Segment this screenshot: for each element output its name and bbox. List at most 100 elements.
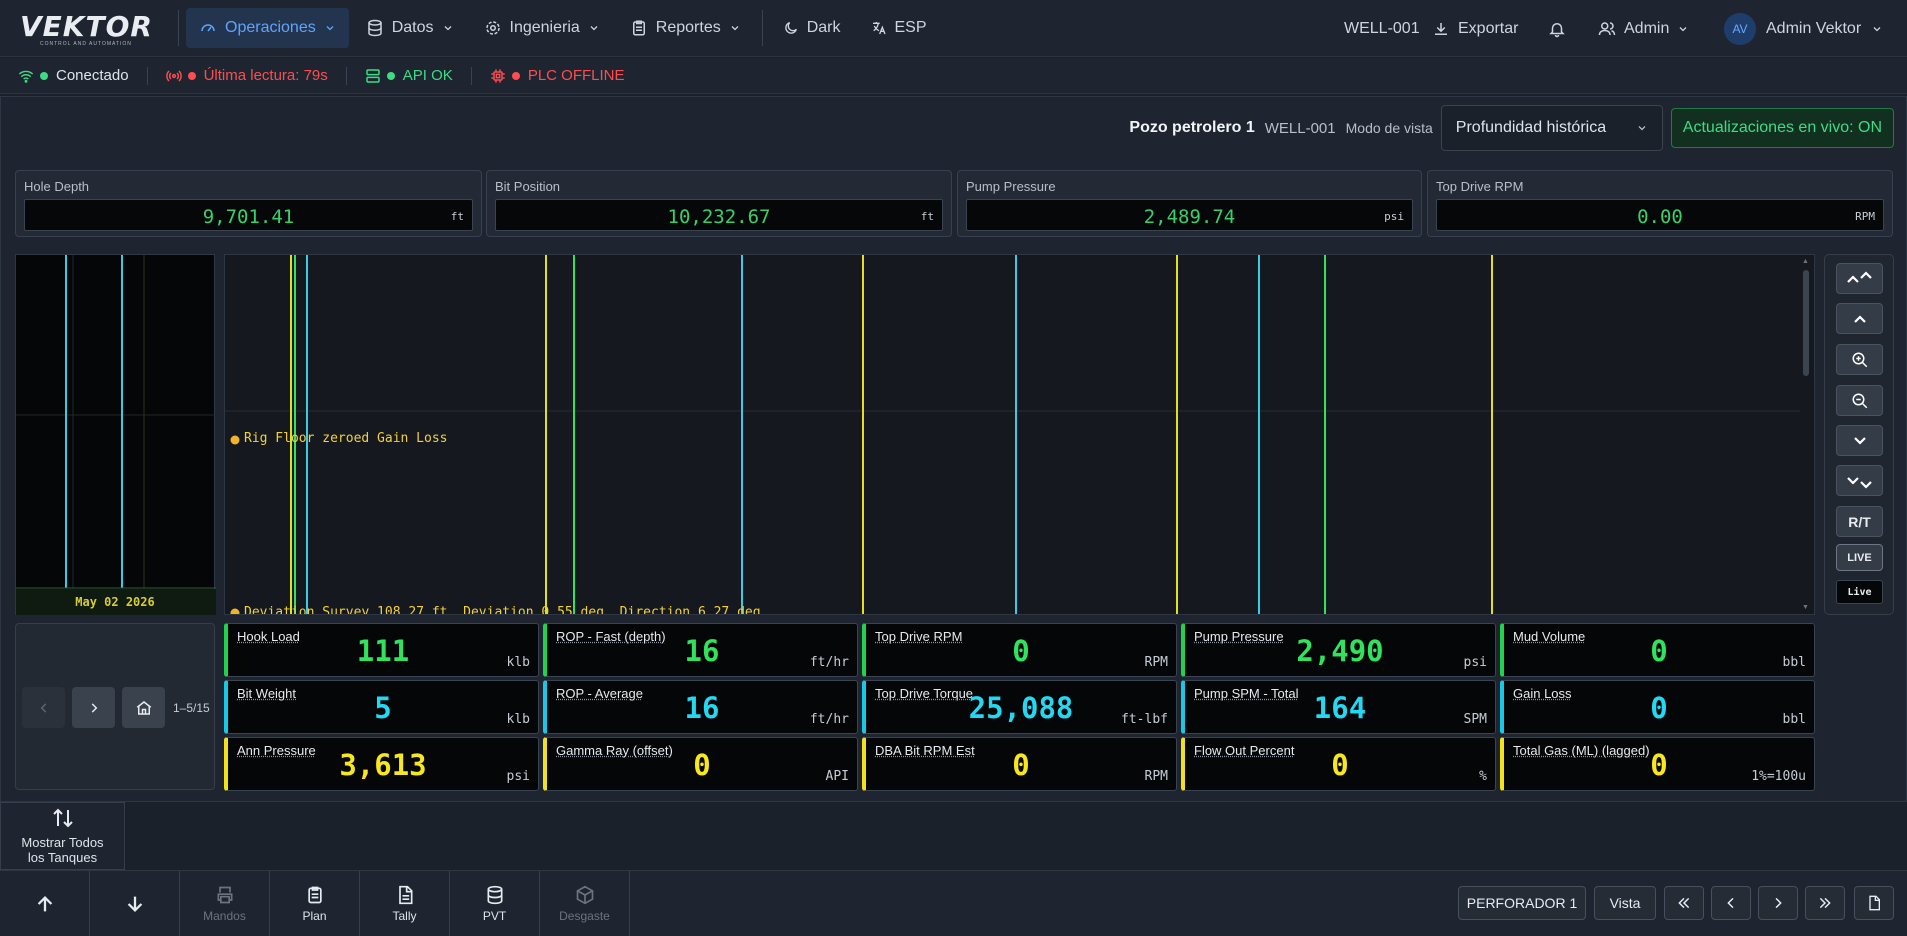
page-button[interactable] [1854, 886, 1894, 920]
nav-operaciones[interactable]: Operaciones [186, 8, 349, 48]
live-button[interactable]: LIVE [1836, 544, 1883, 571]
tab-mandos[interactable]: Mandos [180, 871, 270, 936]
zoom-in-button[interactable] [1836, 344, 1883, 375]
zoom-out-button[interactable] [1836, 385, 1883, 416]
realtime-button[interactable]: R/T [1836, 506, 1883, 537]
notifications-button[interactable] [1548, 0, 1566, 57]
status-dot [188, 72, 196, 80]
tab-desgaste[interactable]: Desgaste [540, 871, 630, 936]
tile-value: 3,613 [228, 748, 538, 782]
data-tile[interactable]: Hook Load 111 klb [224, 623, 539, 677]
show-all-tanks-button[interactable]: Mostrar Todos los Tanques [0, 802, 125, 870]
nav-ingenieria[interactable]: Ingenieria [471, 8, 613, 48]
brand-name: VEKTOR [20, 10, 153, 43]
nav-reportes-label: Reportes [656, 19, 721, 37]
scroll-bottom-button[interactable] [1836, 465, 1883, 496]
user-menu[interactable]: AV Admin Vektor [1724, 0, 1883, 57]
data-tile[interactable]: Bit Weight 5 klb [224, 680, 539, 734]
status-last-read: Última lectura: 79s [148, 67, 347, 85]
view-mode-label: Modo de vista [1346, 120, 1433, 136]
chevron-down-icon [588, 22, 600, 34]
annotation-marker[interactable] [231, 609, 240, 616]
data-tile[interactable]: ROP - Fast (depth) 16 ft/hr [543, 623, 858, 677]
page-indicator: 1–5/15 [173, 701, 210, 715]
driller-button[interactable]: PERFORADOR 1 [1458, 886, 1586, 920]
home-button[interactable] [122, 687, 165, 728]
previous-button[interactable] [1711, 886, 1751, 920]
data-tile[interactable]: Flow Out Percent 0% [1181, 737, 1496, 791]
clipboard-icon [630, 19, 648, 37]
gauge-unit: RPM [1855, 210, 1875, 223]
admin-menu[interactable]: Admin [1598, 0, 1689, 57]
language-toggle[interactable]: ESP [858, 8, 940, 48]
gauge-label: Pump Pressure [966, 179, 1056, 194]
home-icon [135, 699, 153, 717]
nav-datos[interactable]: Datos [353, 8, 467, 48]
view-mode-select[interactable]: Profundidad histórica [1441, 105, 1663, 151]
data-tile[interactable]: Total Gas (ML) (lagged) 0 1%=100u [1500, 737, 1815, 791]
data-tile[interactable]: Mud Volume 0 bbl [1500, 623, 1815, 677]
tab-plan[interactable]: Plan [270, 871, 360, 936]
tab-label: Tally [392, 909, 416, 923]
data-tile[interactable]: Top Drive Torque 25,088 ft-lbf [862, 680, 1177, 734]
data-tile[interactable]: DBA Bit RPM Est 0 RPM [862, 737, 1177, 791]
status-bar: Conectado Última lectura: 79s API OK PLC… [0, 58, 1907, 94]
first-button[interactable] [1664, 886, 1704, 920]
live-updates-toggle[interactable]: Actualizaciones en vivo: ON [1671, 108, 1894, 148]
scroll-top-button[interactable] [1836, 263, 1883, 294]
tile-unit: RPM [1145, 769, 1168, 784]
tab-pvt[interactable]: PVT [450, 871, 540, 936]
tab-tally[interactable]: Tally [360, 871, 450, 936]
translate-icon [871, 20, 887, 36]
tile-unit: psi [1464, 655, 1487, 670]
language-label: ESP [895, 19, 927, 37]
data-tile[interactable]: Ann Pressure 3,613 psi [224, 737, 539, 791]
depth-track-chart[interactable]: Rig Floor zeroed Gain Loss Deviation Sur… [224, 254, 1815, 615]
gauge-unit: psi [1384, 210, 1404, 223]
export-button[interactable]: Exportar [1432, 0, 1518, 57]
last-button[interactable] [1805, 886, 1845, 920]
gauge-display: 2,489.74 psi [966, 199, 1413, 231]
view-button[interactable]: Vista [1594, 886, 1656, 920]
status-plc: PLC OFFLINE [472, 67, 643, 85]
data-tile[interactable]: Gain Loss 0 bbl [1500, 680, 1815, 734]
next-button[interactable] [1758, 886, 1798, 920]
move-up-button[interactable] [0, 871, 90, 936]
status-api-label: API OK [403, 67, 453, 84]
data-tile[interactable]: ROP - Average 16 ft/hr [543, 680, 858, 734]
data-tile[interactable]: Pump Pressure 2,490 psi [1181, 623, 1496, 677]
next-page-button[interactable] [72, 687, 115, 728]
nav-reportes[interactable]: Reportes [617, 8, 754, 48]
gauge-label: Top Drive RPM [1436, 179, 1523, 194]
scrollbar-thumb[interactable] [1803, 270, 1809, 376]
chevron-right-icon [1770, 895, 1786, 911]
tile-unit: ft/hr [810, 712, 849, 727]
time-overview-plot [16, 255, 216, 616]
data-tile[interactable]: Gamma Ray (offset) 0 API [543, 737, 858, 791]
prev-page-button[interactable] [22, 687, 65, 728]
scroll-down-button[interactable] [1836, 425, 1883, 456]
theme-toggle[interactable]: Dark [770, 8, 854, 48]
time-overview-chart[interactable]: May 02 2026 [15, 254, 215, 615]
tile-value: 0 [547, 748, 857, 782]
annotation-marker[interactable] [231, 436, 240, 445]
swap-vertical-icon [51, 806, 75, 830]
tile-pager: 1–5/15 [15, 623, 215, 790]
gauge-value: 2,489.74 [967, 206, 1412, 228]
data-tile[interactable]: Pump SPM - Total 164 SPM [1181, 680, 1496, 734]
tile-unit: klb [507, 712, 530, 727]
data-tile[interactable]: Top Drive RPM 0 RPM [862, 623, 1177, 677]
gauge-value: 10,232.67 [496, 206, 942, 228]
move-down-button[interactable] [90, 871, 180, 936]
tile-value: 0 [1185, 748, 1495, 782]
tanks-label-line-2: los Tanques [1, 850, 124, 865]
status-dot [387, 72, 395, 80]
track-scrollbar[interactable]: ▲ ▼ [1800, 258, 1812, 611]
brand-logo[interactable]: VEKTOR CONTROL AND AUTOMATION [0, 0, 178, 57]
scroll-up-button[interactable] [1836, 303, 1883, 334]
gauge-unit: ft [921, 210, 934, 223]
tab-label: Mandos [203, 909, 246, 923]
nav-operaciones-label: Operaciones [225, 19, 316, 37]
tab-label: PVT [483, 909, 506, 923]
depth-track-plot [225, 255, 1815, 615]
